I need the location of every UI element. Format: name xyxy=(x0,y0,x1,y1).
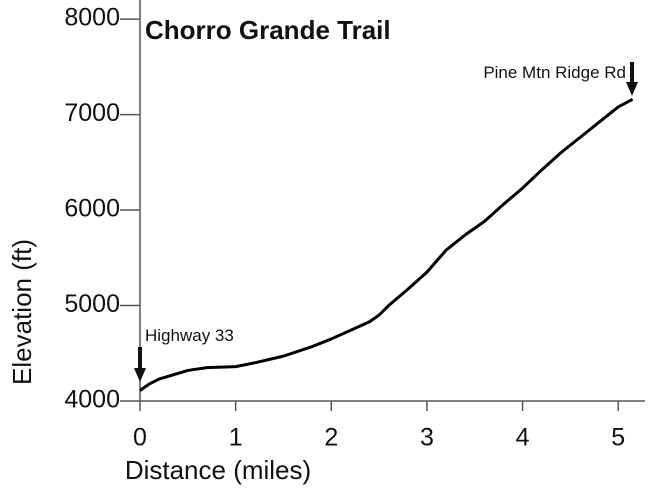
y-tick-label: 5000 xyxy=(64,290,120,318)
x-tick-label: 0 xyxy=(133,424,147,452)
x-tick-label: 5 xyxy=(611,424,625,452)
y-tick-label: 7000 xyxy=(64,99,120,127)
annotation: Pine Mtn Ridge Rd xyxy=(483,63,626,82)
elevation-line xyxy=(139,97,634,392)
x-tick-label: 3 xyxy=(420,424,434,452)
x-axis-label: Distance (miles) xyxy=(125,455,311,485)
chart-title: Chorro Grande Trail xyxy=(145,15,391,45)
y-tick-label: 8000 xyxy=(64,4,120,32)
y-tick-label: 4000 xyxy=(64,386,120,414)
x-tick-label: 1 xyxy=(229,424,243,452)
x-tick-label: 2 xyxy=(324,424,338,452)
arrow xyxy=(134,347,146,382)
arrow xyxy=(626,62,638,96)
y-tick-label: 6000 xyxy=(64,195,120,223)
annotation: Highway 33 xyxy=(145,326,234,345)
y-axis-label: Elevation (ft) xyxy=(7,239,37,385)
x-tick-label: 4 xyxy=(516,424,530,452)
